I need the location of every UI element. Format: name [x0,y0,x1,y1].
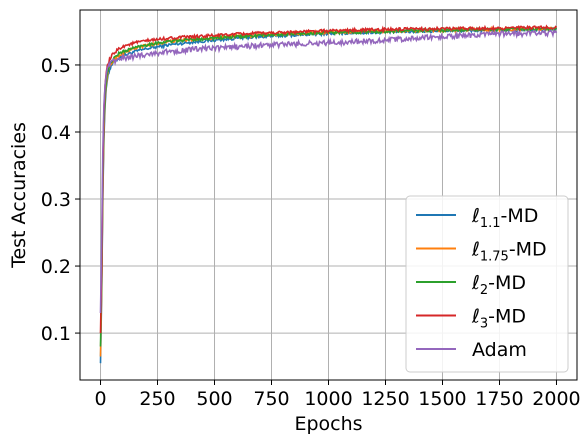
y-tick-label: 0.1 [41,323,71,345]
legend-entry: ℓ1.1-MD [471,205,538,231]
legend-entry-base: ℓ [471,306,480,328]
x-tick-label: 500 [196,388,232,410]
series-line [99,24,558,334]
y-tick-label: 0.2 [41,256,71,278]
x-axis: 0 250 500 750 1000 1250 1500 1750 2000 [94,380,581,410]
series-line [99,28,558,314]
y-axis: 0.1 0.2 0.3 0.4 0.5 [41,55,80,345]
legend-entry-base: ℓ [471,272,480,294]
y-tick-label: 0.5 [41,55,71,77]
legend-entry-suffix: -MD [488,272,526,294]
legend-entry-suffix: -MD [509,239,547,261]
x-tick-label: 0 [94,388,106,410]
legend-entry-base: ℓ [471,205,480,227]
x-tick-label: 1500 [418,388,466,410]
legend-entry-base: ℓ [471,239,480,261]
x-tick-label: 250 [139,388,175,410]
x-tick-label: 1250 [361,388,409,410]
y-tick-label: 0.4 [41,122,71,144]
legend-entry-subscript: 2 [480,283,488,298]
legend-entry-subscript: 1.75 [480,250,509,265]
legend-entry: ℓ1.75-MD [471,239,547,265]
x-tick-label: 1750 [475,388,523,410]
x-tick-label: 1000 [304,388,352,410]
legend-entry-base: Adam [472,339,527,361]
legend-entry: ℓ2-MD [471,272,526,298]
y-axis-label: Test Accuracies [8,122,30,269]
legend-entry: ℓ3-MD [471,306,526,332]
legend-entry-subscript: 3 [480,317,488,332]
legend-entry-suffix: -MD [488,306,526,328]
grid [80,10,577,380]
series-lines [99,24,558,364]
y-tick-label: 0.3 [41,189,71,211]
x-tick-label: 750 [253,388,289,410]
legend-entry: Adam [472,339,527,361]
legend-entry-subscript: 1.1 [480,216,501,231]
legend-entry-suffix: -MD [501,205,539,227]
x-tick-label: 2000 [532,388,580,410]
x-axis-label: Epochs [294,413,362,435]
legend-box [405,195,569,373]
